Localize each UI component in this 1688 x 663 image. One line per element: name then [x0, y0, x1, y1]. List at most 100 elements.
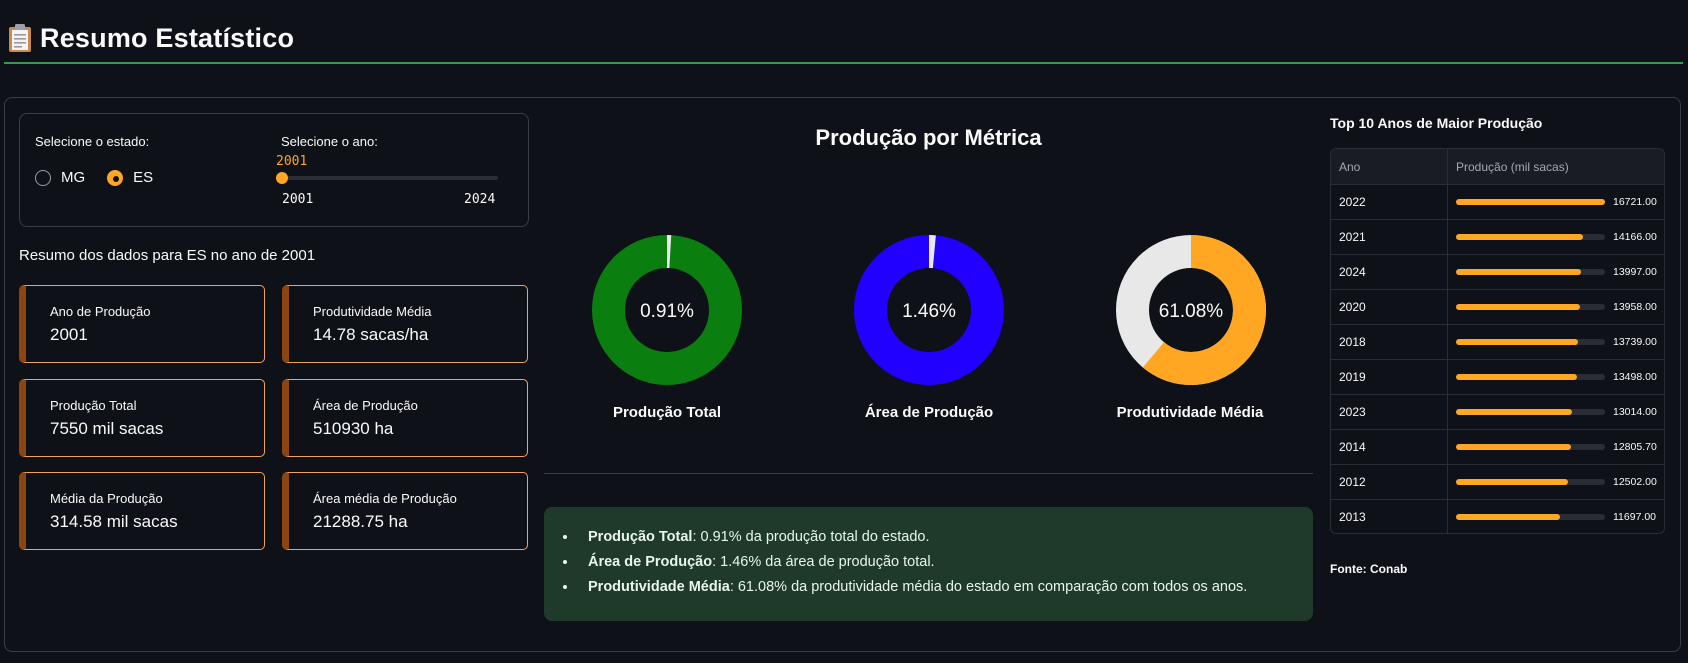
metric-card-value: 2001	[50, 325, 88, 344]
section-divider	[544, 473, 1313, 474]
year-slider-handle[interactable]	[276, 172, 288, 184]
year-label: Selecione o ano:	[281, 134, 378, 149]
cell-production-value: 13958.00	[1613, 301, 1657, 313]
metric-card-value: 21288.75 ha	[313, 512, 408, 531]
state-label: Selecione o estado:	[35, 134, 150, 149]
year-min-label: 2001	[282, 192, 314, 207]
cell-production-value: 16721.00	[1613, 196, 1657, 208]
cell-production-value: 14166.00	[1613, 231, 1657, 243]
top10-table[interactable]: Ano Produção (mil sacas) 2022 16721.00 202…	[1330, 148, 1665, 534]
metric-card-title: Produtividade Média	[313, 304, 432, 319]
progress-bar	[1456, 304, 1605, 310]
table-row[interactable]: 2022 16721.00	[1331, 185, 1664, 220]
table-row[interactable]: 2023 13014.00	[1331, 395, 1664, 430]
chart-title: Produção por Métrica	[815, 125, 1042, 150]
metric-card-value: 7550 mil sacas	[50, 419, 164, 438]
summary-item: Produção Total: 0.91% da produção total …	[578, 529, 1247, 545]
summary-heading: Resumo dos dados para ES no ano de 2001	[19, 247, 316, 264]
radio-mg-label: MG	[61, 169, 86, 186]
progress-bar-fill	[1456, 304, 1580, 310]
progress-bar	[1456, 199, 1605, 205]
metric-card-title: Área média de Produção	[313, 491, 457, 506]
main-container	[4, 97, 1681, 652]
cell-year: 2023	[1331, 395, 1448, 429]
summary-list: Produção Total: 0.91% da produção total …	[578, 529, 1247, 604]
table-row[interactable]: 2018 13739.00	[1331, 325, 1664, 360]
cell-year: 2012	[1331, 465, 1448, 499]
table-row[interactable]: 2020 13958.00	[1331, 290, 1664, 325]
metric-card-title: Ano de Produção	[50, 304, 151, 319]
progress-bar	[1456, 479, 1605, 485]
donut-label: Produtividade Média	[1116, 404, 1264, 421]
col-year-header[interactable]: Ano	[1331, 149, 1448, 184]
summary-item-bold: Área de Produção	[588, 554, 713, 570]
summary-item-text: : 0.91% da produção total do estado.	[692, 529, 930, 545]
clipboard-icon	[8, 23, 32, 53]
progress-bar-fill	[1456, 234, 1583, 240]
source-note: Fonte: Conab	[1330, 562, 1408, 576]
table-row[interactable]: 2014 12805.70	[1331, 430, 1664, 465]
metric-card-title: Média da Produção	[50, 491, 163, 506]
donut-center-label: 0.91%	[640, 301, 694, 322]
metric-card: Ano de Produção 2001	[19, 285, 265, 363]
progress-bar-fill	[1456, 409, 1573, 415]
table-row[interactable]: 2013 11697.00	[1331, 500, 1664, 533]
cell-year: 2022	[1331, 185, 1448, 219]
progress-bar	[1456, 444, 1605, 450]
cell-production-value: 13498.00	[1613, 371, 1657, 383]
cell-production-value: 12502.00	[1613, 476, 1657, 488]
metric-card-value: 314.58 mil sacas	[50, 512, 178, 531]
donut-slice	[854, 235, 1004, 385]
progress-bar-fill	[1456, 269, 1582, 275]
cell-production-value: 11697.00	[1613, 511, 1657, 523]
progress-bar	[1456, 339, 1605, 345]
cell-production: 14166.00	[1448, 231, 1664, 243]
metric-card-value: 14.78 sacas/ha	[313, 325, 429, 344]
cell-year: 2013	[1331, 500, 1448, 533]
state-radio-group: MG ES	[35, 169, 153, 186]
radio-es[interactable]: ES	[107, 169, 153, 186]
metric-card-title: Produção Total	[50, 398, 137, 413]
radio-mg[interactable]: MG	[35, 169, 85, 186]
year-slider-track[interactable]	[282, 176, 498, 180]
donut-slice	[592, 235, 742, 385]
year-max-label: 2024	[464, 192, 496, 207]
cell-production: 11697.00	[1448, 511, 1664, 523]
year-value: 2001	[276, 154, 308, 169]
table-header: Ano Produção (mil sacas)	[1331, 149, 1664, 185]
metric-card: Produtividade Média 14.78 sacas/ha	[282, 285, 528, 363]
summary-item: Área de Produção: 1.46% da área de produ…	[578, 554, 1247, 570]
header-divider	[4, 62, 1683, 64]
table-row[interactable]: 2021 14166.00	[1331, 220, 1664, 255]
filter-panel: Selecione o estado: MG ES Selecione o an…	[19, 113, 529, 227]
col-prod-header[interactable]: Produção (mil sacas)	[1456, 159, 1569, 174]
progress-bar	[1456, 269, 1605, 275]
cell-year: 2024	[1331, 255, 1448, 289]
progress-bar	[1456, 409, 1605, 415]
donut-label: Produção Total	[612, 404, 722, 421]
cell-production: 12502.00	[1448, 476, 1664, 488]
cell-production: 13997.00	[1448, 266, 1664, 278]
cell-production-value: 13997.00	[1613, 266, 1657, 278]
progress-bar	[1456, 234, 1605, 240]
metric-card-title: Área de Produção	[313, 398, 418, 413]
cell-year: 2021	[1331, 220, 1448, 254]
table-row[interactable]: 2024 13997.00	[1331, 255, 1664, 290]
radio-es-label: ES	[133, 169, 154, 186]
donut-chart: 0.91%	[592, 235, 742, 385]
radio-es-indicator[interactable]	[107, 169, 124, 186]
top10-title: Top 10 Anos de Maior Produção	[1330, 115, 1543, 131]
summary-item: Produtividade Média: 61.08% da produtivi…	[578, 579, 1247, 595]
cell-production: 12805.70	[1448, 441, 1664, 453]
progress-bar	[1456, 374, 1605, 380]
cell-production-value: 13014.00	[1613, 406, 1657, 418]
cell-year: 2020	[1331, 290, 1448, 324]
metric-card: Média da Produção 314.58 mil sacas	[19, 472, 265, 550]
table-row[interactable]: 2012 12502.00	[1331, 465, 1664, 500]
metric-card: Área média de Produção 21288.75 ha	[282, 472, 528, 550]
cell-production: 13014.00	[1448, 406, 1664, 418]
radio-mg-indicator[interactable]	[35, 169, 51, 186]
table-row[interactable]: 2019 13498.00	[1331, 360, 1664, 395]
progress-bar-fill	[1456, 514, 1561, 520]
progress-bar-fill	[1456, 339, 1579, 345]
